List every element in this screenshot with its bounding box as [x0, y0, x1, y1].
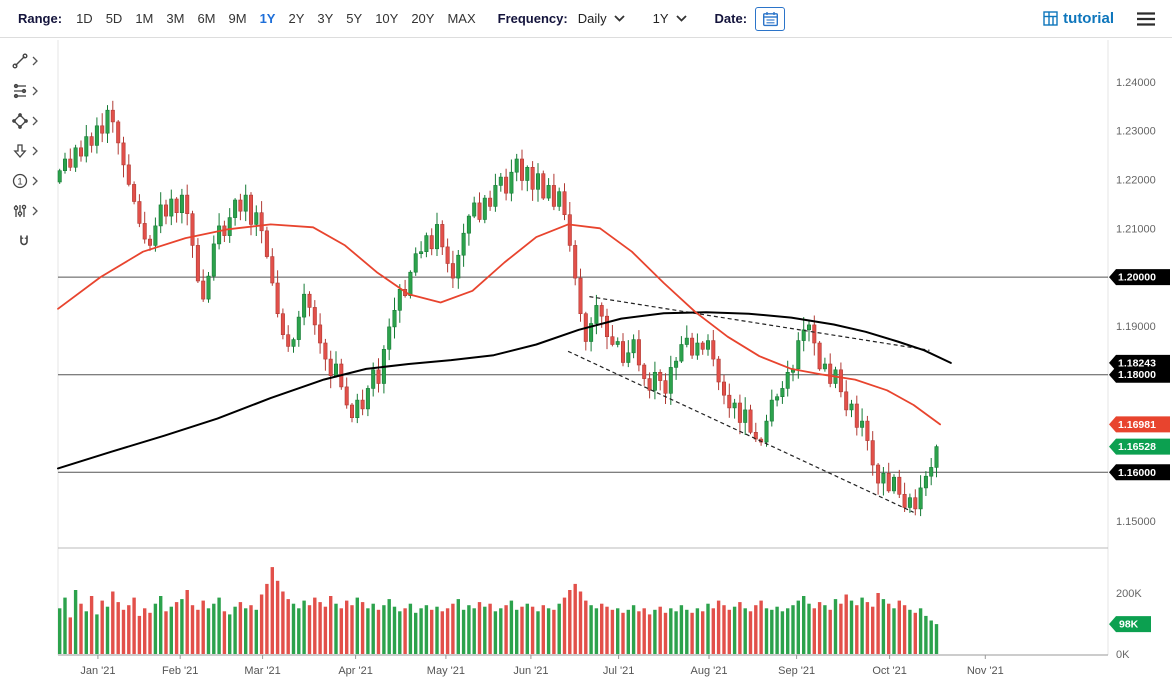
candlestick-chart[interactable]: Jan '21 Feb '21 Mar '21 Apr '21 May '21 Jun '… — [48, 38, 1172, 687]
svg-text:1.21000: 1.21000 — [1116, 223, 1156, 235]
svg-text:1.16528: 1.16528 — [1118, 441, 1156, 453]
tool-fibonacci[interactable] — [11, 80, 38, 102]
svg-text:Oct '21: Oct '21 — [872, 665, 907, 677]
range-button-1d[interactable]: 1D — [70, 8, 99, 29]
toolbar: Range: 1D 5D 1M 3M 6M 9M 1Y 2Y 3Y 5Y 10Y 20Y MAX Fre… — [0, 0, 1172, 38]
svg-text:Jun '21: Jun '21 — [513, 665, 548, 677]
range-button-10y[interactable]: 10Y — [369, 8, 404, 29]
svg-text:1.16981: 1.16981 — [1118, 419, 1156, 431]
range-button-20y[interactable]: 20Y — [405, 8, 440, 29]
tool-shapes[interactable] — [11, 110, 38, 132]
arrow-down-icon — [12, 144, 27, 158]
tool-magnet[interactable] — [15, 230, 33, 252]
trendlines[interactable] — [567, 296, 930, 513]
range-button-1y[interactable]: 1Y — [254, 8, 282, 29]
main-area: 1 Jan '21 Feb '21 Mar '21 Apr '21 May '21 Jun… — [0, 38, 1172, 687]
drawing-tools-sidebar: 1 — [0, 38, 48, 687]
svg-text:Nov '21: Nov '21 — [967, 665, 1004, 677]
svg-text:Jan '21: Jan '21 — [80, 665, 115, 677]
svg-text:Feb '21: Feb '21 — [162, 665, 198, 677]
submenu-chevron-icon — [32, 86, 38, 96]
frequency-value: Daily — [577, 11, 607, 26]
svg-text:Jul '21: Jul '21 — [603, 665, 634, 677]
svg-text:1.19000: 1.19000 — [1116, 321, 1156, 333]
range-button-3m[interactable]: 3M — [160, 8, 190, 29]
svg-text:1.15000: 1.15000 — [1116, 516, 1156, 528]
svg-text:Aug '21: Aug '21 — [691, 665, 728, 677]
svg-text:98K: 98K — [1119, 619, 1139, 631]
hamburger-icon — [1137, 11, 1155, 26]
chevron-down-icon — [613, 15, 625, 22]
svg-text:Mar '21: Mar '21 — [244, 665, 280, 677]
range-button-max[interactable]: MAX — [441, 8, 481, 29]
range-button-5d[interactable]: 5D — [100, 8, 129, 29]
period-dropdown[interactable]: 1Y — [651, 9, 689, 28]
svg-text:Apr '21: Apr '21 — [338, 665, 373, 677]
range-label: Range: — [18, 11, 63, 26]
indicators-icon — [13, 204, 26, 217]
date-picker-button[interactable] — [755, 6, 786, 31]
range-button-5y[interactable]: 5Y — [340, 8, 368, 29]
x-axis: Jan '21 Feb '21 Mar '21 Apr '21 May '21 Jun '… — [80, 655, 1004, 677]
svg-text:1.18243: 1.18243 — [1118, 357, 1156, 369]
range-button-2y[interactable]: 2Y — [282, 8, 310, 29]
candlesticks[interactable] — [57, 100, 939, 517]
tool-trendline[interactable] — [11, 50, 38, 72]
svg-text:1.16000: 1.16000 — [1118, 467, 1156, 479]
svg-text:1.20000: 1.20000 — [1118, 272, 1156, 284]
chevron-down-icon — [675, 15, 687, 22]
range-buttons: 1D 5D 1M 3M 6M 9M 1Y 2Y 3Y 5Y 10Y 20Y MAX — [70, 8, 482, 29]
chart-background — [48, 38, 1172, 687]
tutorial-logo[interactable]: tutorial — [1043, 10, 1114, 27]
period-value: 1Y — [652, 11, 669, 26]
magnet-icon — [20, 235, 28, 246]
grid-icon — [1043, 11, 1058, 26]
submenu-chevron-icon — [32, 56, 38, 66]
frequency-label: Frequency: — [497, 11, 568, 26]
date-label: Date: — [714, 11, 748, 26]
plot-frame — [57, 40, 1109, 656]
tool-arrow[interactable] — [11, 140, 38, 162]
submenu-chevron-icon — [32, 206, 38, 216]
svg-text:Sep '21: Sep '21 — [778, 665, 815, 677]
svg-text:0K: 0K — [1116, 649, 1130, 661]
submenu-chevron-icon — [32, 146, 38, 156]
range-button-3y[interactable]: 3Y — [311, 8, 339, 29]
annotation-number: 1 — [17, 176, 22, 187]
svg-text:May '21: May '21 — [427, 665, 465, 677]
ma-long-line[interactable] — [57, 311, 952, 470]
svg-text:1.22000: 1.22000 — [1116, 175, 1156, 187]
trendline-icon — [12, 53, 27, 69]
svg-text:200K: 200K — [1116, 588, 1142, 600]
frequency-dropdown[interactable]: Daily — [576, 9, 627, 28]
calendar-icon — [762, 11, 778, 26]
range-button-6m[interactable]: 6M — [191, 8, 221, 29]
menu-button[interactable] — [1134, 9, 1158, 29]
range-button-9m[interactable]: 9M — [223, 8, 253, 29]
tool-indicators[interactable] — [11, 200, 38, 222]
annotation-number-icon: 1 — [12, 173, 27, 189]
fibonacci-icon — [13, 83, 26, 99]
chart-area: Jan '21 Feb '21 Mar '21 Apr '21 May '21 Jun '… — [48, 38, 1172, 687]
submenu-chevron-icon — [32, 116, 38, 126]
svg-text:1.18000: 1.18000 — [1118, 369, 1156, 381]
brand-text: tutorial — [1063, 10, 1114, 27]
range-button-1m[interactable]: 1M — [129, 8, 159, 29]
tool-annotation[interactable]: 1 — [11, 170, 38, 192]
volume-bars[interactable] — [58, 567, 939, 654]
svg-text:1.23000: 1.23000 — [1116, 126, 1156, 138]
ma-short-line[interactable] — [57, 223, 941, 426]
svg-text:1.24000: 1.24000 — [1116, 77, 1156, 89]
shapes-icon — [11, 113, 28, 129]
submenu-chevron-icon — [32, 176, 38, 186]
